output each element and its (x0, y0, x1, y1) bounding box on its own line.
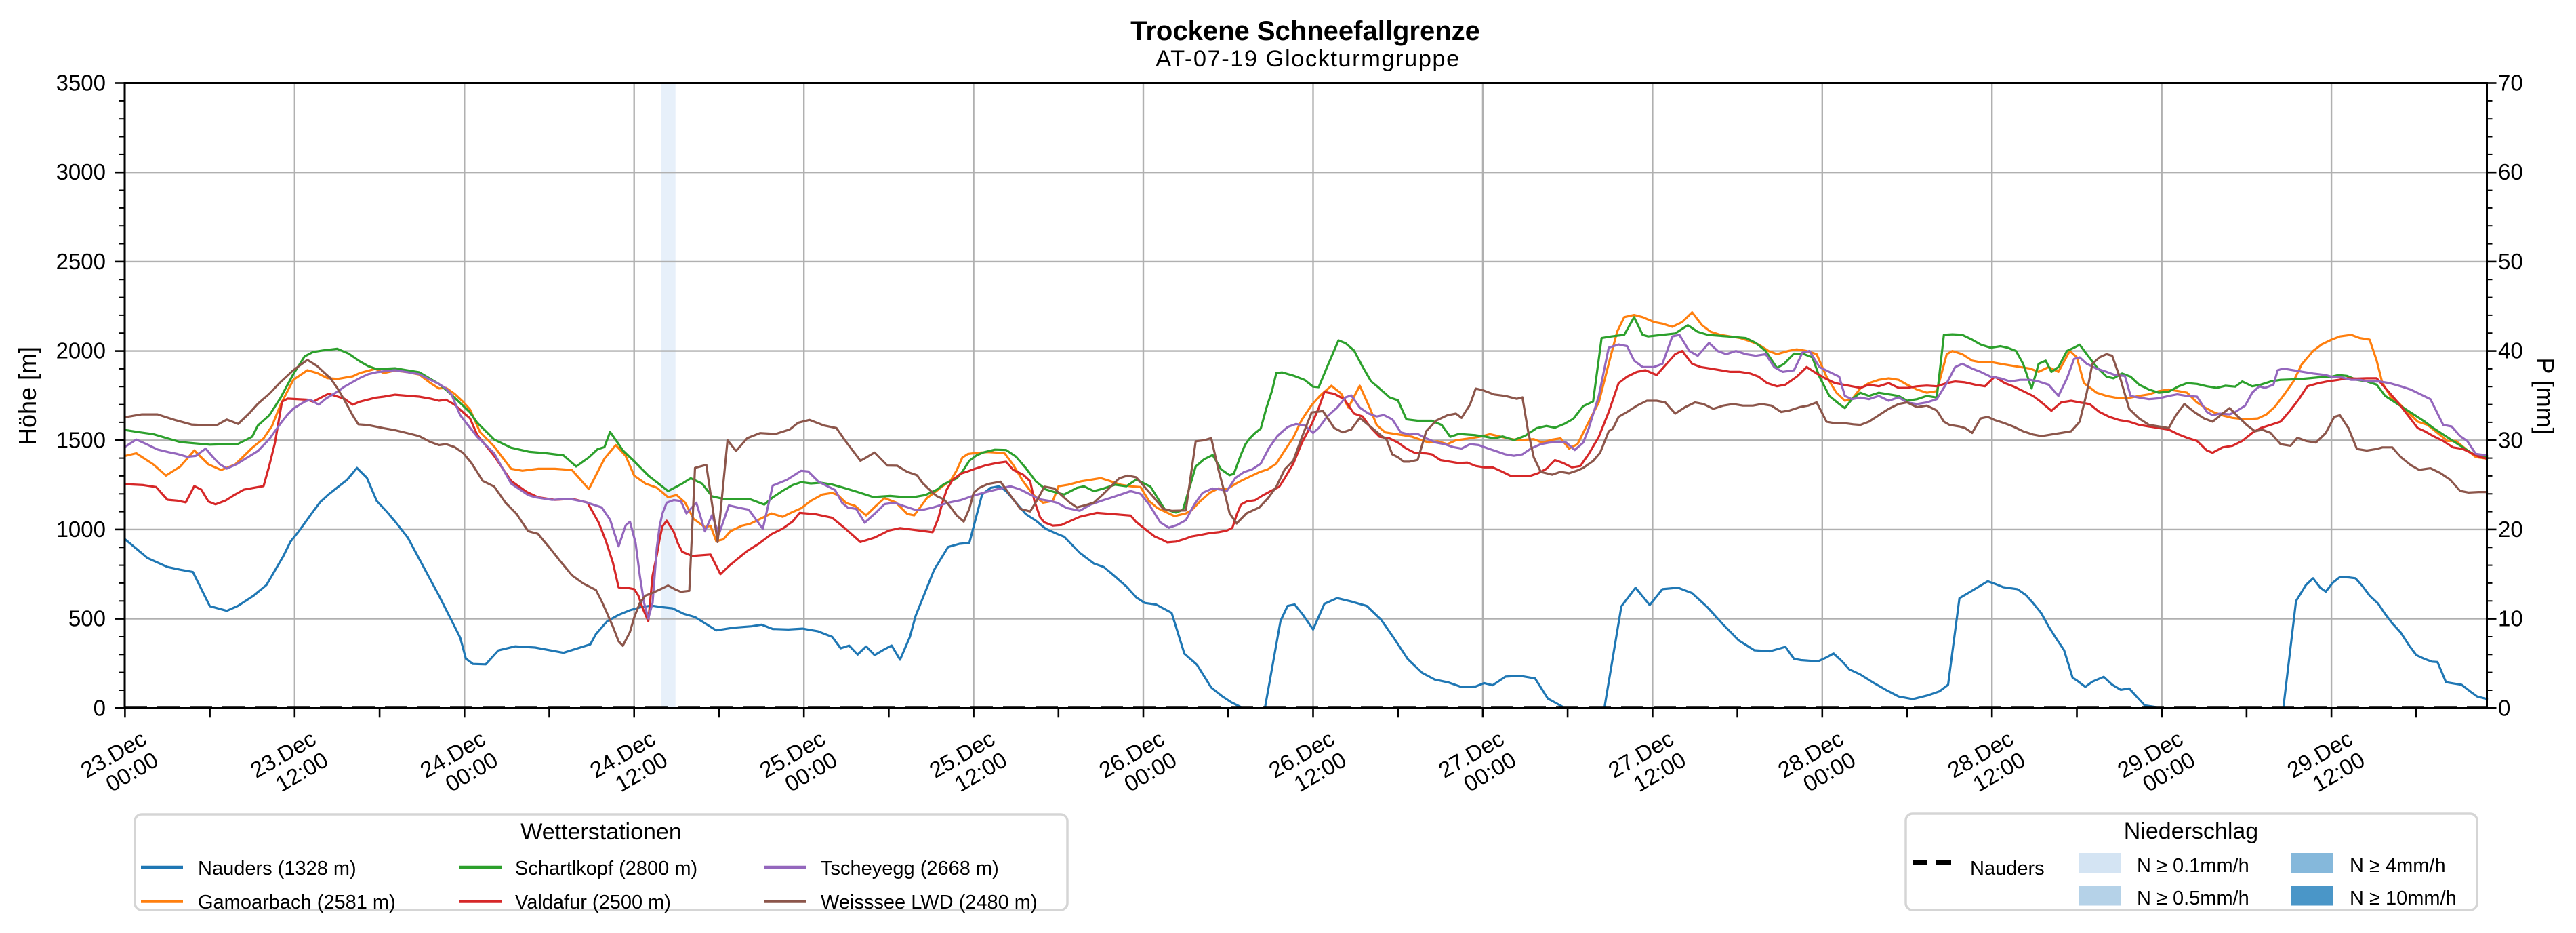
svg-text:10: 10 (2498, 606, 2523, 631)
svg-text:1000: 1000 (56, 517, 106, 542)
svg-text:0: 0 (2498, 695, 2510, 720)
svg-text:Wetterstationen: Wetterstationen (520, 819, 682, 845)
svg-text:Nauders (1328 m): Nauders (1328 m) (198, 858, 356, 879)
svg-text:3000: 3000 (56, 159, 106, 184)
svg-text:1500: 1500 (56, 427, 106, 452)
svg-text:Nauders: Nauders (1970, 858, 2045, 879)
svg-text:N ≥ 0.1mm/h: N ≥ 0.1mm/h (2137, 855, 2249, 877)
svg-text:0: 0 (94, 695, 106, 720)
svg-text:60: 60 (2498, 159, 2523, 184)
svg-text:50: 50 (2498, 249, 2523, 274)
svg-text:AT-07-19 Glockturmgruppe: AT-07-19 Glockturmgruppe (1156, 46, 1460, 72)
svg-text:N ≥ 4mm/h: N ≥ 4mm/h (2350, 855, 2446, 877)
svg-text:Schartlkopf (2800 m): Schartlkopf (2800 m) (515, 858, 697, 879)
svg-text:20: 20 (2498, 517, 2523, 542)
svg-text:Höhe [m]: Höhe [m] (14, 346, 41, 445)
svg-text:Niederschlag: Niederschlag (2124, 818, 2258, 844)
svg-text:N ≥ 10mm/h: N ≥ 10mm/h (2350, 888, 2457, 909)
svg-text:Trockene Schneefallgrenze: Trockene Schneefallgrenze (1130, 16, 1480, 46)
svg-text:Valdafur (2500 m): Valdafur (2500 m) (515, 892, 671, 913)
svg-text:3500: 3500 (56, 71, 106, 96)
svg-text:70: 70 (2498, 71, 2523, 96)
svg-text:Tscheyegg (2668 m): Tscheyegg (2668 m) (821, 858, 999, 879)
svg-text:40: 40 (2498, 338, 2523, 363)
svg-text:N ≥ 0.5mm/h: N ≥ 0.5mm/h (2137, 888, 2249, 909)
svg-text:2000: 2000 (56, 338, 106, 363)
svg-text:500: 500 (68, 606, 106, 631)
svg-text:Weisssee LWD (2480 m): Weisssee LWD (2480 m) (821, 892, 1038, 913)
svg-text:Gamoarbach (2581 m): Gamoarbach (2581 m) (198, 892, 396, 913)
svg-text:2500: 2500 (56, 249, 106, 274)
svg-text:30: 30 (2498, 427, 2523, 452)
svg-text:P [mm]: P [mm] (2531, 357, 2559, 434)
